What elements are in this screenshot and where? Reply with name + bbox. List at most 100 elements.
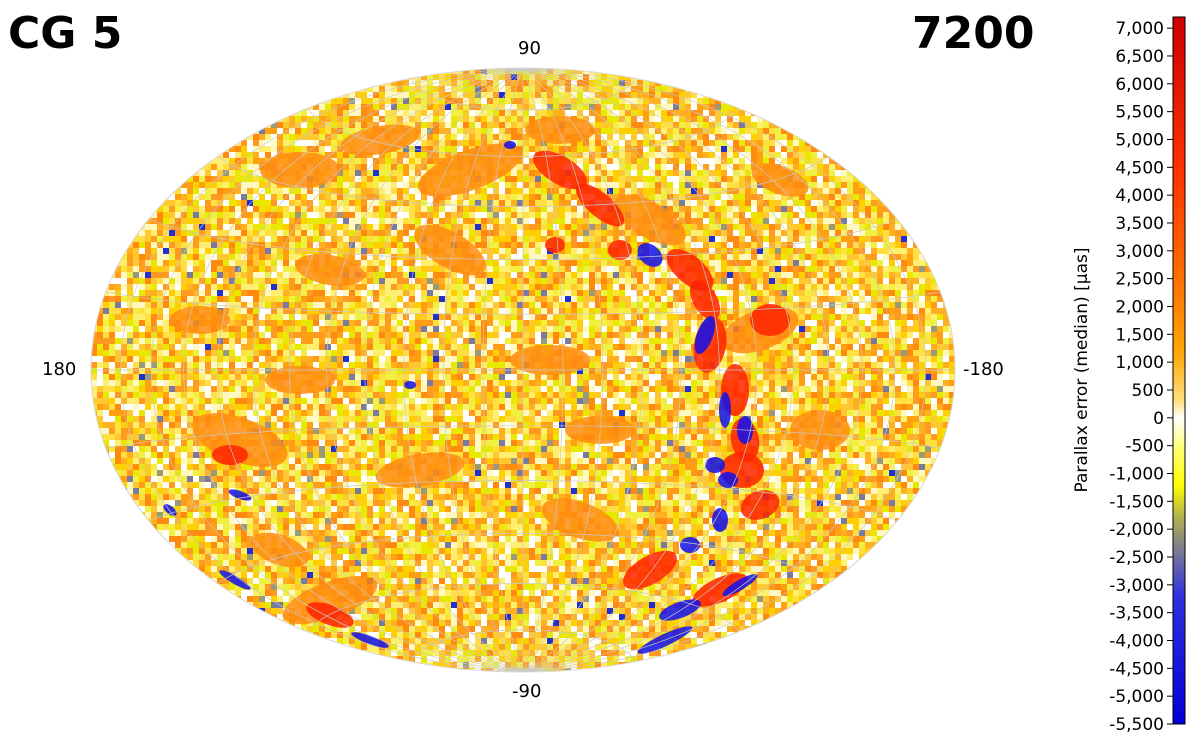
colorbar-tick-label: 1,000 [1115, 353, 1164, 373]
orange-patch [340, 124, 420, 156]
meridian-line [364, 68, 524, 672]
orange-patch [417, 143, 523, 197]
meridian-line [150, 68, 524, 672]
red-patch [212, 445, 248, 465]
meridian-line [522, 68, 794, 672]
meridian-line [522, 68, 564, 672]
orange-patch [751, 163, 809, 197]
meridian-line [522, 68, 682, 672]
latitude-label-bottom: -90 [512, 681, 542, 702]
graticule [91, 68, 955, 672]
orange-patch [614, 194, 686, 246]
colorbar-tick-label: 0 [1153, 409, 1164, 429]
orange-patch [260, 152, 340, 188]
blue-patch [712, 508, 728, 532]
colorbar-title-text: Parallax error (median) [µas] [1072, 247, 1092, 493]
orange-patch [541, 498, 619, 542]
colorbar-tick-label: -2,500 [1109, 548, 1164, 568]
colorbar-tick-label: -1,500 [1109, 492, 1164, 512]
colorbar-tick-label: 4,500 [1115, 158, 1164, 178]
meridian-line [442, 68, 524, 672]
colorbar-tick-label: 1,500 [1115, 325, 1164, 345]
blue-patch [659, 599, 701, 621]
colorbar-tick-label: -3,500 [1109, 604, 1164, 624]
meridian-line [522, 68, 604, 672]
colorbar-tick-label: -5,500 [1109, 715, 1164, 735]
map-outline [90, 67, 956, 673]
meridian-line [522, 68, 829, 672]
meridian-line [288, 68, 524, 672]
meridian-line [403, 68, 524, 672]
colorbar-tick-label: -500 [1125, 437, 1164, 457]
meridian-line [522, 68, 927, 672]
meridian-line [183, 68, 524, 672]
orange-patch [414, 224, 486, 276]
meridian-line [326, 68, 524, 672]
red-patch [545, 237, 565, 253]
meridian-line [522, 68, 758, 672]
orange-patch [510, 345, 590, 375]
blue-patch [504, 141, 516, 149]
blue-patch [404, 381, 416, 389]
colorbar-tick-label: -4,000 [1109, 631, 1164, 651]
red-patch [608, 240, 632, 260]
colorbar-tick-label: 7,000 [1115, 19, 1164, 39]
red-patch [666, 249, 714, 291]
colorbar-gradient [1172, 16, 1186, 725]
colorbar-tick-label: -2,000 [1109, 520, 1164, 540]
blue-patch [722, 574, 758, 596]
red-patch [306, 602, 354, 628]
title-left: CG 5 [8, 8, 123, 59]
colorbar-tick-label: 2,500 [1115, 270, 1164, 290]
blue-patch [219, 570, 251, 590]
colorbar-tick-label: 500 [1132, 381, 1164, 401]
orange-patch [790, 410, 850, 450]
colorbar-tick-label: 5,500 [1115, 103, 1164, 123]
colorbar-tick-label: 5,000 [1115, 130, 1164, 150]
meridian-line [522, 68, 720, 672]
orange-patch [565, 416, 635, 444]
red-patch [740, 490, 780, 520]
colorbar-tick-label: 6,500 [1115, 47, 1164, 67]
meridian-line [522, 68, 896, 672]
colorbar-tick-label: -5,000 [1109, 687, 1164, 707]
meridian-line [522, 68, 863, 672]
blue-patch [718, 472, 738, 488]
red-patch [692, 573, 748, 607]
blue-patch [351, 632, 389, 648]
longitude-label-left: 180 [42, 359, 77, 380]
meridian-line [522, 68, 643, 672]
blue-patch [680, 537, 700, 553]
colorbar-tick-label: 3,500 [1115, 214, 1164, 234]
colorbar-tick-label: 6,000 [1115, 75, 1164, 95]
colorbar-tick-label: 2,000 [1115, 297, 1164, 317]
sky-map [90, 67, 956, 673]
colorbar-tick-label: 3,000 [1115, 242, 1164, 262]
red-patch [750, 304, 790, 336]
orange-patch [295, 254, 365, 286]
orange-patch [251, 532, 309, 568]
blue-patch [637, 243, 663, 267]
latitude-label-top: 90 [518, 38, 541, 59]
orange-patch [265, 366, 335, 394]
orange-patch [170, 306, 230, 334]
colorbar-tick-label: 4,000 [1115, 186, 1164, 206]
meridian-line [217, 68, 524, 672]
colorbar-tick-label: -1,000 [1109, 464, 1164, 484]
colorbar-tick-label: -3,000 [1109, 576, 1164, 596]
blue-patch [719, 392, 731, 428]
blue-patch [694, 316, 716, 354]
title-right: 7200 [912, 8, 1035, 59]
longitude-label-right: -180 [963, 359, 1004, 380]
blue-patch [228, 489, 252, 501]
orange-patch [192, 413, 288, 467]
meridian-line [252, 68, 524, 672]
meridian-line [482, 68, 524, 672]
red-patch [689, 280, 721, 320]
orange-patch [282, 575, 378, 625]
orange-patch [375, 452, 465, 488]
colorbar-tick-label: -4,500 [1109, 659, 1164, 679]
red-patch [623, 550, 677, 590]
meridian-line [119, 68, 524, 672]
